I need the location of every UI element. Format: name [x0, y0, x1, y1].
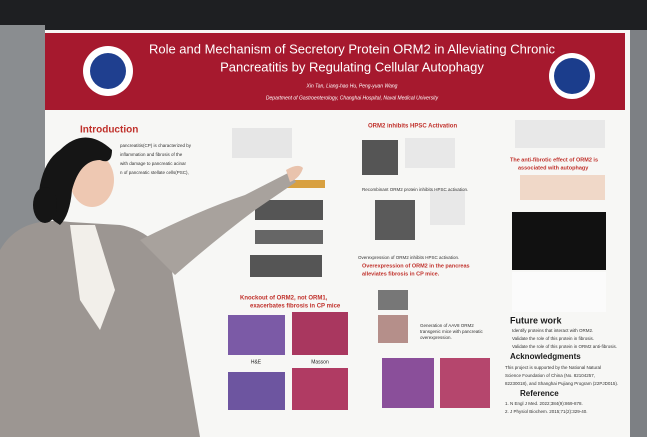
list-item: Identify proteins that interact with ORM…	[512, 328, 593, 333]
intro-line: inflammation and fibrosis of the	[120, 152, 183, 157]
section-heading: Future work	[510, 315, 562, 325]
caption: overexpression.	[420, 335, 452, 340]
logo-right-inner	[554, 58, 590, 94]
fluorescence	[512, 212, 606, 270]
section-heading: Overexpression of ORM2 in the pancreas	[362, 263, 470, 269]
logo-left-inner	[90, 53, 126, 89]
board-frame-right	[628, 30, 647, 437]
text-block	[512, 272, 606, 312]
section-heading: Reference	[520, 389, 559, 398]
figures-col3	[362, 138, 490, 408]
presenter	[0, 137, 303, 437]
section-heading: ORM2 inhibits HPSC Activation	[368, 124, 457, 130]
stain-label: H&E	[251, 359, 262, 365]
ack-line: This project is supported by the Nationa…	[505, 365, 601, 370]
ack-line: 82230018), and Shanghai Pujiang Program …	[505, 381, 618, 386]
caption: Recombinant ORM2 protein inhibits HPSC a…	[362, 187, 468, 192]
list-item: Validate the role of this protein in ORM…	[512, 344, 617, 349]
section-heading: associated with autophagy	[518, 165, 589, 171]
intro-lines: pancreatitis(CP) is characterized by inf…	[120, 143, 192, 175]
intro-line: with damage to pancreatic acinar	[120, 161, 187, 166]
figures-col2	[228, 128, 348, 410]
ack-line: Science Foundation of China (No. 8210425…	[505, 373, 595, 378]
section-heading: Introduction	[80, 125, 138, 136]
reference-item: 1. N Engl J Med. 2022;384(9):869-878.	[505, 401, 583, 406]
reference-item: 2. J Physiol Biochem. 2015;71(2):329-40.	[505, 409, 588, 414]
stain-label: Masson	[311, 359, 329, 365]
section-heading: Knockout of ORM2, not ORM1,	[240, 296, 328, 302]
ceiling	[0, 0, 647, 30]
section-heading: The anti-fibrotic effect of ORM2 is	[510, 157, 598, 163]
bar-figure	[520, 175, 605, 200]
caption: transgenic mice with pancreatic	[420, 329, 484, 334]
section-heading: alleviates fibrosis in CP mice.	[362, 271, 440, 277]
section-heading: Acknowledgments	[510, 352, 581, 361]
blot	[515, 120, 605, 148]
title-line: Role and Mechanism of Secretory Protein …	[149, 41, 556, 56]
caption: Overexpression of ORM2 inhibits HPSC act…	[358, 255, 459, 260]
title-line: Pancreatitis by Regulating Cellular Auto…	[220, 59, 484, 74]
list-item: Validate the role of this protein in fib…	[512, 336, 594, 341]
intro-line: n of pancreatic stellate cells(PSC),	[120, 170, 189, 175]
authors: Xin Tan, Liang-hao Hu, Peng-yuan Wang	[306, 83, 398, 89]
intro-line: pancreatitis(CP) is characterized by	[120, 143, 192, 148]
affiliation: Department of Gastroenterology, Changhai…	[266, 95, 439, 101]
section-heading: exacerbates fibrosis in CP mice	[250, 304, 341, 310]
caption: Generation of AAV8 ORM2	[420, 323, 474, 328]
pointer-highlight	[280, 180, 325, 188]
poster-header	[45, 33, 625, 110]
